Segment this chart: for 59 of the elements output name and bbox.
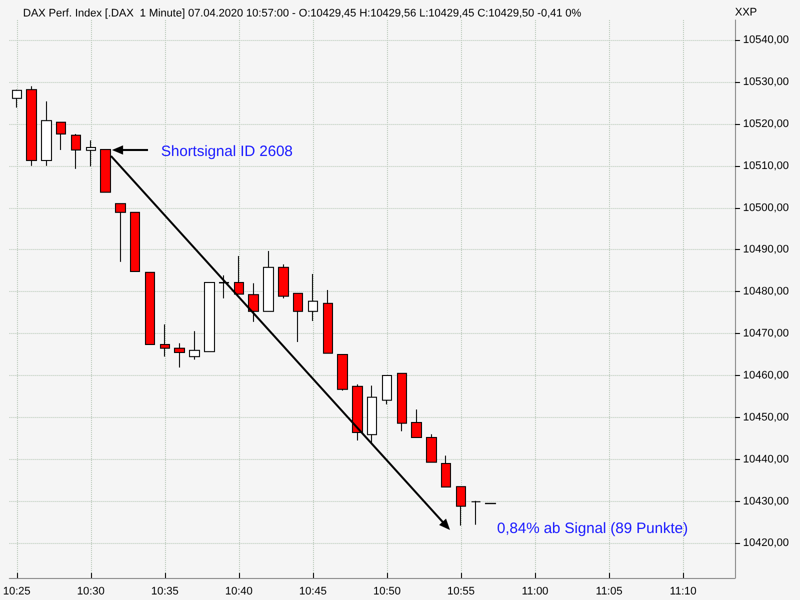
annotation: 0,84% ab Signal (89 Punkte) bbox=[497, 520, 688, 537]
candlestick bbox=[426, 434, 437, 463]
candlestick bbox=[337, 354, 348, 392]
y-axis-title: XXP bbox=[735, 6, 758, 18]
candlestick bbox=[130, 212, 140, 272]
y-tick-label: 10530,00 bbox=[743, 76, 789, 88]
candlestick bbox=[441, 455, 451, 488]
candlestick bbox=[471, 500, 481, 526]
y-tick-label: 10520,00 bbox=[743, 118, 789, 130]
x-tick-label: 10:30 bbox=[77, 586, 105, 598]
y-tick-label: 10460,00 bbox=[743, 370, 789, 382]
candlestick bbox=[308, 274, 318, 322]
candlestick bbox=[26, 86, 37, 166]
candlestick bbox=[367, 385, 377, 444]
candlestick bbox=[263, 250, 274, 312]
candlestick bbox=[397, 372, 407, 432]
candlestick bbox=[86, 140, 96, 167]
candlestick bbox=[71, 134, 81, 170]
candlestick bbox=[248, 282, 259, 322]
y-tick-label: 10540,00 bbox=[743, 34, 789, 46]
candlestick bbox=[411, 408, 422, 438]
candlestick bbox=[323, 289, 333, 354]
candlestick bbox=[160, 324, 170, 358]
y-tick-label: 10430,00 bbox=[743, 495, 789, 508]
x-tick-label: 11:05 bbox=[596, 586, 622, 598]
candlestick bbox=[456, 486, 466, 526]
candlestick bbox=[278, 264, 289, 299]
candlestick bbox=[293, 292, 303, 342]
candlestick bbox=[145, 272, 155, 345]
x-tick-label: 10:50 bbox=[373, 586, 401, 598]
y-tick-label: 10480,00 bbox=[743, 286, 789, 298]
x-tick-label: 10:25 bbox=[3, 586, 31, 598]
annotation: Shortsignal ID 2608 bbox=[161, 143, 293, 160]
candlestick bbox=[382, 375, 392, 405]
candlestick bbox=[204, 282, 215, 352]
x-tick-label: 10:45 bbox=[299, 586, 327, 598]
y-tick-label: 10450,00 bbox=[743, 411, 789, 424]
candlestick bbox=[115, 203, 126, 262]
candlestick bbox=[352, 384, 363, 441]
y-tick-label: 10470,00 bbox=[743, 328, 789, 340]
x-tick-label: 11:00 bbox=[522, 586, 548, 598]
y-tick-label: 10440,00 bbox=[743, 453, 789, 466]
x-tick-label: 10:40 bbox=[225, 586, 253, 598]
y-tick-label: 10420,00 bbox=[743, 537, 789, 550]
x-tick-label: 10:55 bbox=[447, 586, 475, 598]
x-tick-label: 11:10 bbox=[670, 586, 697, 598]
candlestick bbox=[219, 274, 229, 299]
y-tick-label: 10510,00 bbox=[743, 160, 789, 172]
y-tick-label: 10500,00 bbox=[743, 202, 789, 214]
candlestick bbox=[56, 122, 66, 150]
candlestick bbox=[189, 330, 200, 360]
candlestick bbox=[234, 256, 244, 295]
y-tick-label: 10490,00 bbox=[743, 244, 789, 256]
candlestick bbox=[100, 149, 111, 193]
chart-title: DAX Perf. Index [.DAX 1 Minute] 07.04.2020 10:57:00 - O:10429,45 H:10429,56 L:10429,45 C:10429,50 -0,41 0% bbox=[23, 8, 582, 20]
candlestick bbox=[174, 342, 185, 368]
candlestick bbox=[12, 89, 22, 108]
candlestick bbox=[41, 100, 52, 166]
x-tick-label: 10:35 bbox=[151, 586, 179, 598]
